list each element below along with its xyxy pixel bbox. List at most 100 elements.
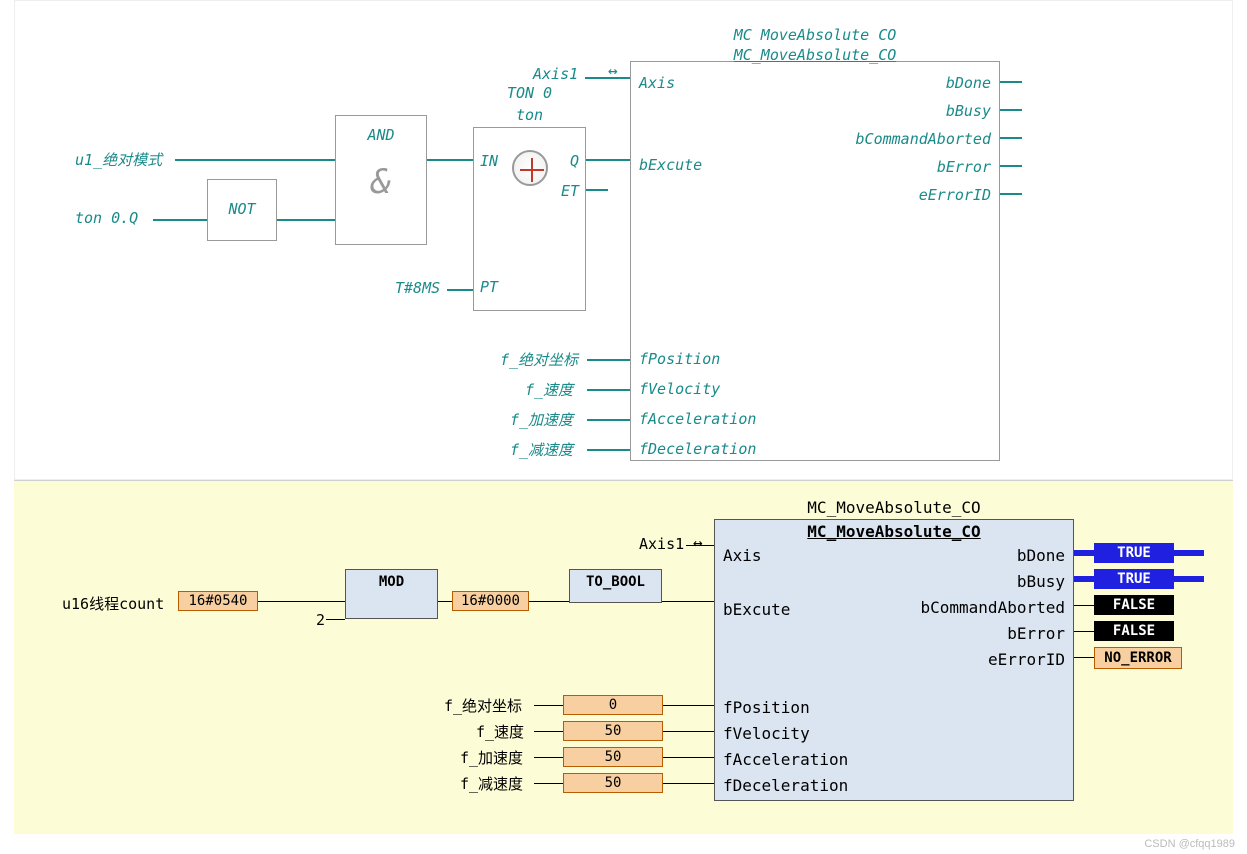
- wire: [587, 389, 630, 391]
- wire: [326, 619, 345, 620]
- val-acc: 50: [563, 747, 663, 767]
- ton-block[interactable]: TON 0 ton IN Q ET PT: [473, 127, 586, 311]
- wire: [686, 545, 714, 546]
- wire: [529, 601, 569, 602]
- mcabs-in-pos: fPosition: [639, 350, 720, 368]
- mcabs-out-done: bDone: [946, 74, 991, 92]
- mcabs-b-out-err: bError: [1007, 624, 1065, 643]
- mcabs-out-errid: eErrorID: [919, 186, 991, 204]
- runtime-pane-bottom: MOD TO_BOOL MC_MoveAbsolute_CO MC_MoveAb…: [14, 480, 1233, 834]
- mcabs-in-acc: fAcceleration: [639, 410, 756, 428]
- wire-blue: [1174, 550, 1204, 556]
- bidir-icon: ↔: [608, 61, 618, 80]
- wire: [587, 449, 630, 451]
- mcabs-out-abort: bCommandAborted: [856, 130, 991, 148]
- mcabs-title-top: MC MoveAbsolute CO: [631, 26, 999, 44]
- mcabs-b-in-dec: fDeceleration: [723, 776, 848, 795]
- val-modout: 16#0000: [452, 591, 529, 611]
- mcabs-block-bottom[interactable]: MC_MoveAbsolute_CO MC_MoveAbsolute_CO Ax…: [714, 519, 1074, 801]
- wire: [663, 757, 714, 758]
- lbl-dec-top: f_减速度: [510, 439, 573, 460]
- mcabs-b-in-axis: Axis: [723, 546, 762, 565]
- val-count: 16#0540: [178, 591, 258, 611]
- ton-title: TON 0: [474, 84, 585, 102]
- val-errid: NO_ERROR: [1094, 647, 1182, 669]
- val-err: FALSE: [1094, 621, 1174, 641]
- ton-pin-et: ET: [561, 182, 579, 200]
- wire: [175, 159, 335, 161]
- lbl-acc-top: f_加速度: [510, 409, 573, 430]
- mcabs-out-busy: bBusy: [946, 102, 991, 120]
- mcabs-b-in-acc: fAcceleration: [723, 750, 848, 769]
- mcabs-in-vel: fVelocity: [639, 380, 720, 398]
- wire: [662, 601, 714, 602]
- ton-pin-in: IN: [480, 152, 498, 170]
- lbl-axis-bottom: Axis1: [639, 535, 684, 553]
- clock-icon: [512, 150, 548, 186]
- wire: [586, 159, 630, 161]
- wire: [534, 705, 563, 706]
- mod-label: MOD: [379, 574, 404, 590]
- wire: [1074, 631, 1094, 632]
- val-done: TRUE: [1094, 543, 1174, 563]
- and-block[interactable]: AND &: [335, 115, 427, 245]
- tobool-block[interactable]: TO_BOOL: [569, 569, 662, 603]
- not-block[interactable]: NOT: [207, 179, 277, 241]
- val-busy: TRUE: [1094, 569, 1174, 589]
- wire-stub: [1000, 165, 1022, 167]
- mcabs-title-bottom: MC_MoveAbsolute_CO: [715, 498, 1073, 517]
- mcabs-instance-bottom: MC_MoveAbsolute_CO: [715, 522, 1073, 541]
- wire-blue: [1074, 550, 1094, 556]
- ton-pin-pt: PT: [480, 278, 498, 296]
- wire-stub: [1000, 81, 1022, 83]
- val-dec: 50: [563, 773, 663, 793]
- and-symbol: &: [336, 162, 426, 202]
- mcabs-b-out-done: bDone: [1017, 546, 1065, 565]
- wire: [447, 289, 473, 291]
- lbl-u1: u1_绝对模式: [75, 149, 162, 170]
- wire-blue: [1074, 576, 1094, 582]
- wire-stub: [1000, 109, 1022, 111]
- wire: [1074, 605, 1094, 606]
- watermark: CSDN @cfqq1989: [1144, 838, 1235, 850]
- mcabs-instance-top: MC_MoveAbsolute_CO: [631, 46, 999, 64]
- wire-stub: [1000, 137, 1022, 139]
- lbl-tonq: ton 0.Q: [75, 209, 138, 227]
- ton-instance: ton: [474, 106, 585, 124]
- mod-block[interactable]: MOD: [345, 569, 438, 619]
- tobool-label: TO_BOOL: [586, 574, 645, 590]
- wire: [587, 359, 630, 361]
- lbl-pos-b: f_绝对坐标: [444, 695, 522, 716]
- wire: [534, 731, 563, 732]
- wire: [534, 783, 563, 784]
- wire: [438, 601, 452, 602]
- wire-stub: [586, 189, 608, 191]
- wire: [663, 731, 714, 732]
- mcabs-in-axis: Axis: [639, 74, 675, 92]
- wire: [277, 219, 335, 221]
- mcabs-b-out-busy: bBusy: [1017, 572, 1065, 591]
- lbl-pos-top: f_绝对坐标: [500, 349, 578, 370]
- val-abort: FALSE: [1094, 595, 1174, 615]
- mcabs-in-exec: bExcute: [639, 156, 702, 174]
- mcabs-b-in-pos: fPosition: [723, 698, 810, 717]
- mcabs-b-out-abort: bCommandAborted: [921, 598, 1066, 617]
- lbl-acc-b: f_加速度: [460, 747, 523, 768]
- lbl-vel-b: f_速度: [476, 721, 524, 742]
- lbl-count: u16线程count: [62, 593, 164, 614]
- ton-pin-q: Q: [570, 152, 579, 170]
- wire: [1074, 657, 1094, 658]
- mcabs-block-top[interactable]: MC MoveAbsolute CO MC_MoveAbsolute_CO Ax…: [630, 61, 1000, 461]
- mcabs-in-dec: fDeceleration: [639, 440, 756, 458]
- mcabs-b-in-exec: bExcute: [723, 600, 790, 619]
- wire: [663, 783, 714, 784]
- wire: [427, 159, 473, 161]
- lbl-dec-b: f_减速度: [460, 773, 523, 794]
- bidir-icon-bottom: ↔: [693, 533, 703, 552]
- and-label: AND: [336, 126, 426, 144]
- wire-blue: [1174, 576, 1204, 582]
- editor-pane-top: NOT AND & TON 0 ton IN Q ET PT MC MoveAb…: [14, 0, 1233, 480]
- mcabs-out-err: bError: [937, 158, 991, 176]
- wire: [258, 601, 345, 602]
- lbl-two: 2: [316, 611, 325, 629]
